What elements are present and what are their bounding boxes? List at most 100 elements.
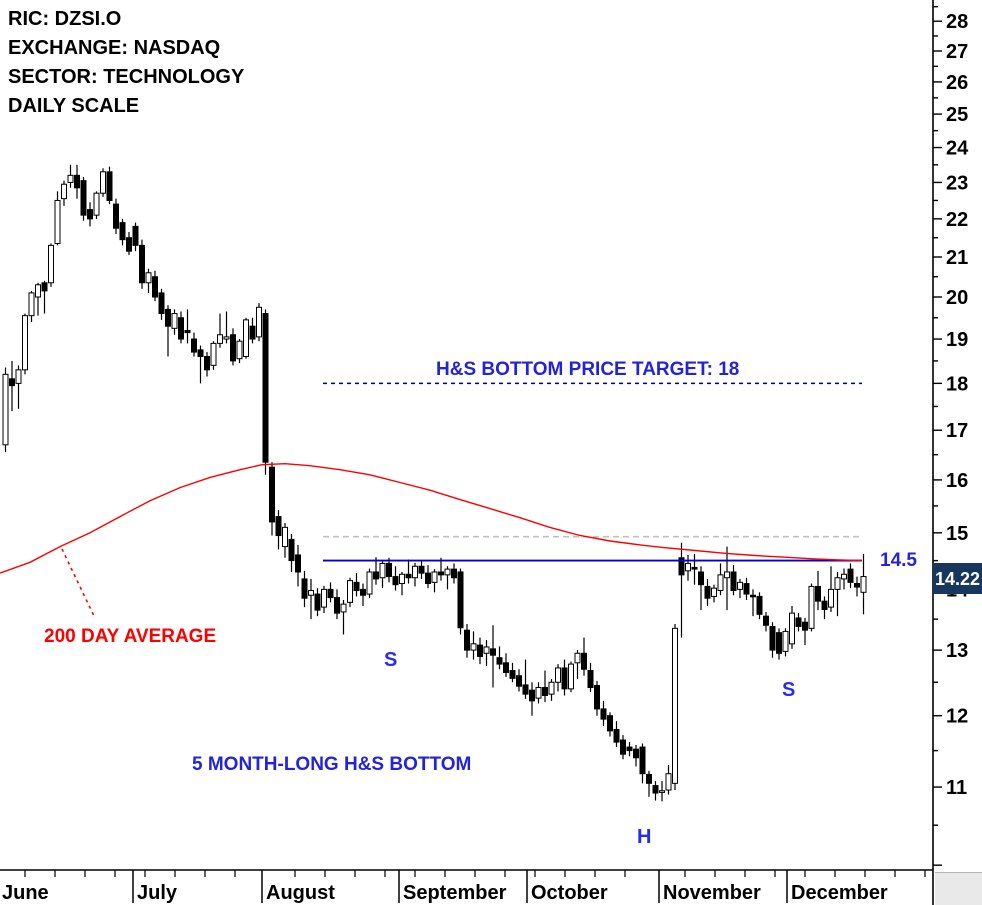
candle-98: [639, 743, 646, 784]
neckline-price-label: 14.5: [880, 550, 917, 571]
candle-73: [477, 637, 483, 665]
candle-13: [87, 202, 93, 227]
svg-text:October: October: [531, 882, 608, 904]
candle-76: [496, 646, 503, 670]
candle-96: [626, 742, 633, 757]
candle-16: [106, 166, 113, 205]
candle-67: [438, 557, 444, 581]
candle-90: [587, 662, 594, 693]
candle-100: [652, 781, 659, 801]
candle-30: [197, 345, 204, 384]
candle-50: [327, 582, 334, 603]
ma-200-line: [0, 462, 863, 574]
candle-102: [665, 764, 672, 795]
candle-131: [854, 576, 860, 597]
candle-119: [776, 628, 782, 660]
candle-114: [743, 577, 750, 600]
svg-text:24: 24: [946, 138, 969, 160]
candle-111: [724, 546, 730, 611]
candle-26: [171, 309, 178, 335]
y-axis-ticks: 111213141516171819202122232425262728: [933, 5, 969, 866]
candle-83: [542, 670, 548, 703]
price-target-label: H&S BOTTOM PRICE TARGET: 18: [436, 359, 740, 380]
candle-87: [568, 661, 574, 693]
candle-62: [405, 559, 412, 584]
candle-115: [750, 589, 756, 617]
candle-3: [22, 313, 28, 375]
candle-84: [548, 678, 555, 701]
candle-86: [561, 659, 568, 696]
candle-56: [366, 568, 373, 599]
candle-33: [217, 313, 223, 348]
candle-72: [470, 631, 477, 660]
candle-97: [633, 744, 639, 767]
candle-118: [769, 622, 776, 658]
candle-107: [698, 566, 704, 611]
candle-127: [828, 566, 834, 612]
svg-text:12: 12: [946, 706, 968, 728]
candle-18: [119, 218, 126, 246]
candle-80: [522, 659, 529, 699]
candle-105: [685, 554, 691, 581]
candle-110: [717, 563, 724, 596]
candle-19: [126, 232, 132, 256]
candle-101: [659, 781, 665, 802]
svg-text:28: 28: [946, 11, 968, 33]
candle-57: [373, 557, 379, 585]
candle-35: [230, 328, 236, 366]
candle-45: [295, 544, 301, 587]
candle-130: [847, 563, 854, 589]
candle-10: [67, 164, 74, 188]
candle-44: [288, 533, 295, 572]
header-ric: RIC: DZSI.O: [8, 8, 122, 30]
candle-71: [464, 624, 470, 658]
head-label: H: [637, 826, 652, 848]
candle-64: [418, 560, 425, 579]
annotation-lines: [323, 382, 862, 538]
svg-text:15: 15: [946, 523, 968, 545]
candle-47: [308, 578, 314, 620]
candle-66: [431, 569, 438, 593]
candle-21: [139, 239, 145, 289]
candle-1: [9, 360, 15, 412]
candle-69: [451, 563, 457, 584]
candle-38: [249, 317, 256, 344]
candle-37: [243, 317, 249, 359]
candle-113: [737, 578, 743, 599]
candle-63: [412, 562, 418, 587]
candle-95: [620, 735, 626, 760]
candle-2: [15, 365, 22, 409]
candle-109: [711, 584, 717, 603]
header-exchange: EXCHANGE: NASDAQ: [8, 37, 221, 59]
candle-60: [392, 566, 399, 591]
candle-4: [28, 290, 35, 322]
ma-callout-line: [61, 548, 95, 617]
candle-29: [191, 332, 197, 357]
candle-79: [516, 669, 522, 692]
candle-74: [483, 640, 490, 667]
svg-text:November: November: [663, 882, 761, 904]
svg-text:11: 11: [946, 777, 967, 799]
svg-text:20: 20: [946, 287, 968, 309]
candle-89: [581, 637, 587, 676]
svg-text:19: 19: [946, 329, 968, 351]
candle-48: [314, 588, 321, 617]
candles: [2, 164, 867, 802]
left-shoulder-label: S: [384, 649, 398, 671]
candle-70: [457, 568, 464, 635]
header-scale: DAILY SCALE: [8, 95, 140, 117]
candle-108: [704, 578, 711, 606]
candle-5: [35, 282, 41, 316]
svg-text:21: 21: [946, 247, 968, 269]
candle-124: [808, 583, 815, 632]
candle-7: [48, 243, 54, 287]
candle-120: [782, 628, 789, 657]
pattern-label: 5 MONTH-LONG H&S BOTTOM: [192, 754, 472, 775]
candle-116: [756, 592, 763, 620]
candle-9: [61, 180, 67, 206]
svg-text:16: 16: [946, 470, 968, 492]
svg-text:18: 18: [946, 373, 968, 395]
candle-53: [347, 577, 353, 608]
svg-text:September: September: [403, 882, 507, 904]
